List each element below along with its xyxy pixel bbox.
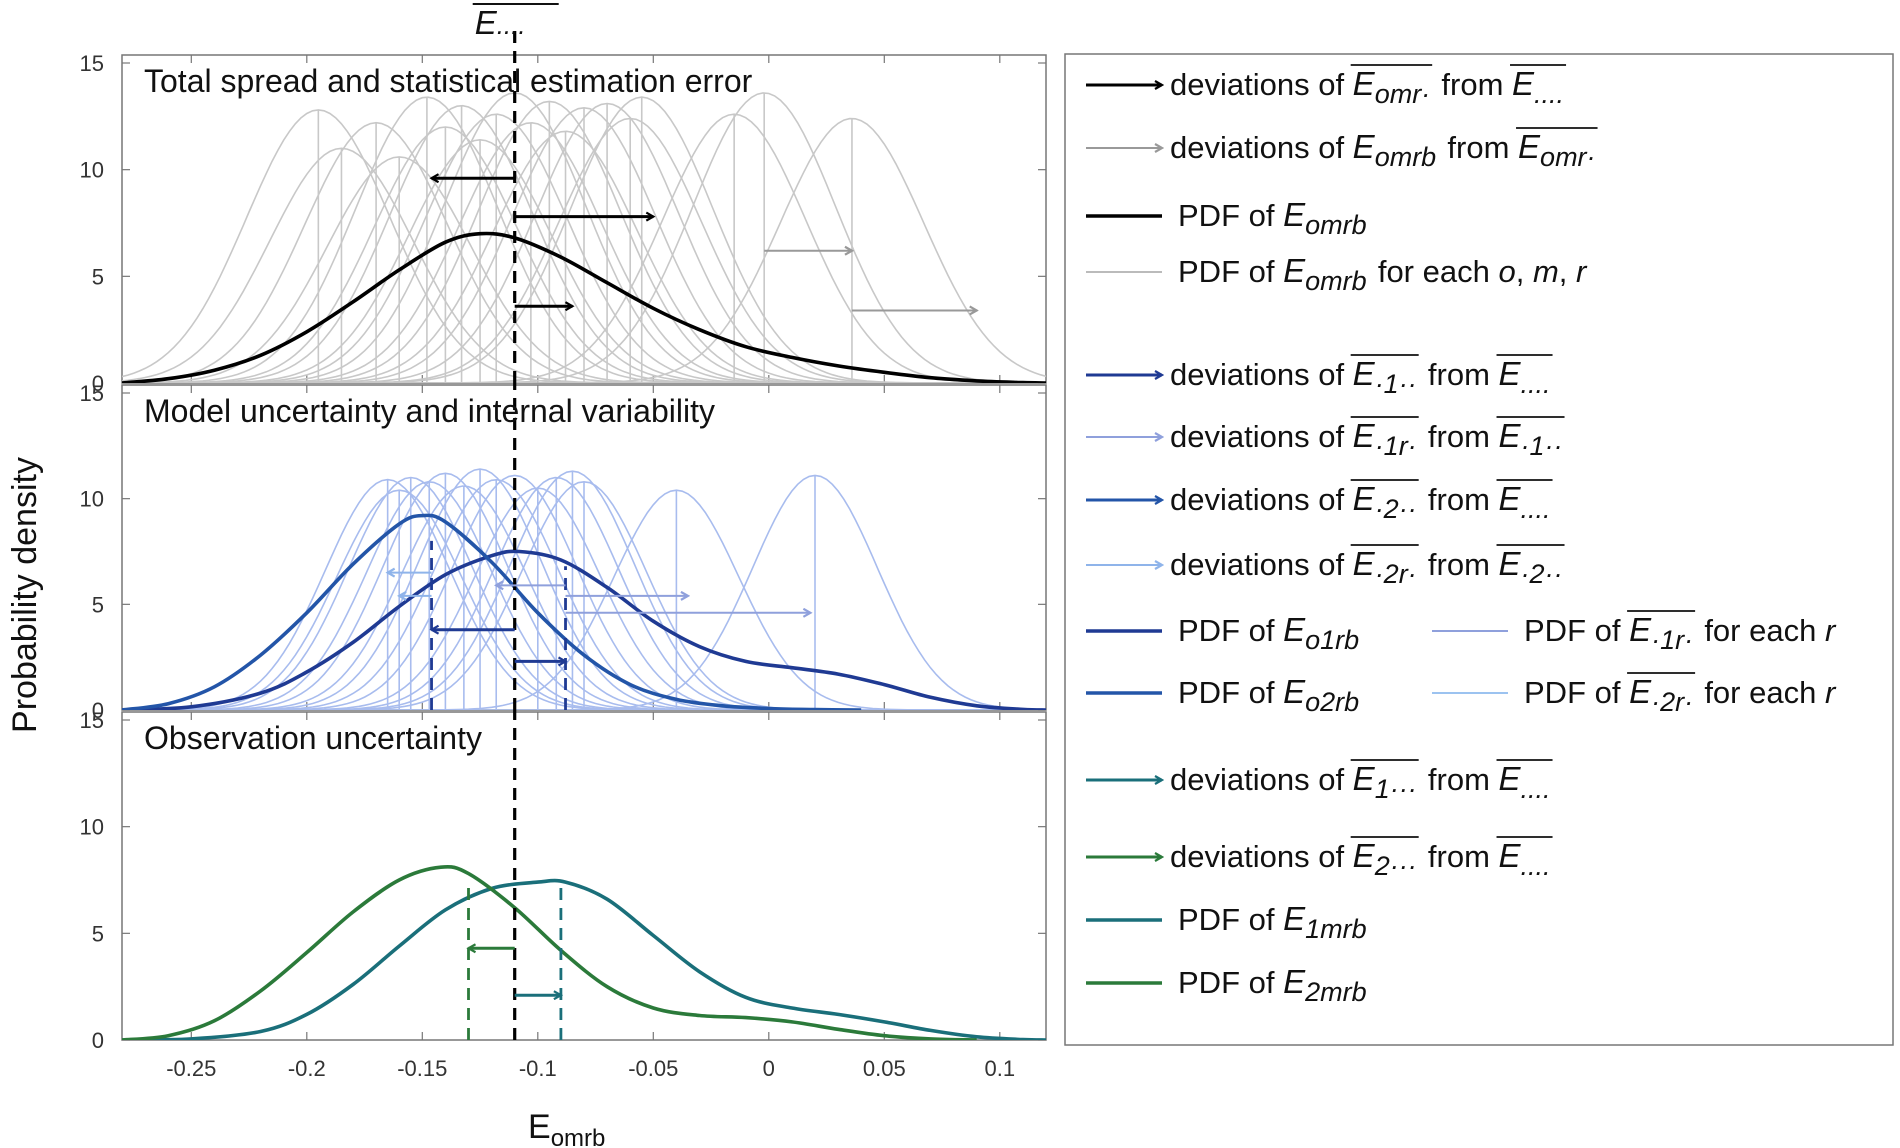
legend: deviations of Eomr· from E.... deviation… xyxy=(1064,53,1894,1046)
y-tick-label: 15 xyxy=(80,708,104,733)
x-tick-label: -0.15 xyxy=(397,1056,447,1081)
y-tick-label: 0 xyxy=(92,1028,104,1053)
y-tick-label: 0 xyxy=(92,371,104,396)
panel-frame xyxy=(121,711,1047,1041)
panel-title: Observation uncertainty xyxy=(144,720,482,756)
panel-title: Model uncertainty and internal variabili… xyxy=(144,393,715,429)
member-pdf-curve xyxy=(122,470,1046,710)
legend-entry-label: deviations of Eomrb from Eomr· xyxy=(1170,128,1598,172)
y-tick-label: 10 xyxy=(80,815,104,840)
y-tick-label: 5 xyxy=(92,264,104,289)
legend-entry-label: deviations of E·1r· from E·1·· xyxy=(1170,417,1565,461)
y-tick-label: 10 xyxy=(80,158,104,183)
x-tick-label: -0.05 xyxy=(628,1056,678,1081)
legend-entry-label: deviations of E1··· from E.... xyxy=(1170,760,1553,804)
x-tick-label: 0.1 xyxy=(985,1056,1016,1081)
legend-frame xyxy=(1064,53,1894,1046)
legend-entry-label: deviations of E·1·· from E.... xyxy=(1170,355,1553,399)
x-tick-label: -0.1 xyxy=(519,1056,557,1081)
panel-2: 0 5 10 15 Model uncertainty and internal var… xyxy=(80,381,1047,723)
grand-mean-label: E.... xyxy=(475,4,526,41)
legend-entry-label: deviations of E2··· from E.... xyxy=(1170,837,1553,881)
x-tick-label: 0 xyxy=(763,1056,775,1081)
x-tick-label: 0.05 xyxy=(863,1056,906,1081)
panel-content xyxy=(122,864,1046,1040)
y-tick-label: 0 xyxy=(92,698,104,723)
y-axis-label: Probability density xyxy=(6,457,44,733)
series-line-2 xyxy=(122,513,862,710)
series-line-1 xyxy=(122,549,1046,710)
series-line-1 xyxy=(122,878,1046,1040)
legend-entry-label: PDF of Eo1rb xyxy=(1178,611,1362,655)
legend-entry-label: PDF of Eo2rb xyxy=(1178,673,1362,717)
legend-entry-label: PDF of E·2r· for each r xyxy=(1524,673,1837,717)
panel-title: Total spread and statistical estimation … xyxy=(144,63,753,99)
panel-3: 0 5 10 15 Observation uncertainty -0.25 -0.2 -0… xyxy=(80,708,1047,1081)
series-line-2 xyxy=(122,864,977,1040)
legend-entry-label: PDF of E1mrb xyxy=(1178,900,1369,944)
legend-entry-label: deviations of Eomr· from E.... xyxy=(1170,65,1567,109)
y-tick-label: 5 xyxy=(92,592,104,617)
x-tick-label: -0.2 xyxy=(288,1056,326,1081)
legend-entry-label: PDF of Eomrb for each o, m, r xyxy=(1178,252,1588,296)
panel-content xyxy=(122,468,1046,710)
y-tick-label: 15 xyxy=(80,381,104,406)
y-tick-label: 10 xyxy=(80,487,104,512)
x-axis-label: Eomrb xyxy=(528,1108,605,1148)
legend-entry-label: deviations of E·2r· from E·2·· xyxy=(1170,545,1565,589)
legend-entry-label: PDF of E2mrb xyxy=(1178,963,1369,1007)
y-tick-label: 5 xyxy=(92,921,104,946)
plot-panels: 0 5 10 15 Total spread and statistical estim… xyxy=(80,3,1047,1148)
legend-entry-label: deviations of E·2·· from E.... xyxy=(1170,480,1553,524)
panel-1: 0 5 10 15 Total spread and statistical estim… xyxy=(80,28,1047,396)
panel-content xyxy=(122,92,1046,383)
legend-entry-label: PDF of Eomrb xyxy=(1178,196,1369,240)
x-tick-label: -0.25 xyxy=(166,1056,216,1081)
legend-entry-label: PDF of E·1r· for each r xyxy=(1524,611,1837,655)
series-line-1 xyxy=(122,231,1046,383)
y-tick-label: 15 xyxy=(80,51,104,76)
